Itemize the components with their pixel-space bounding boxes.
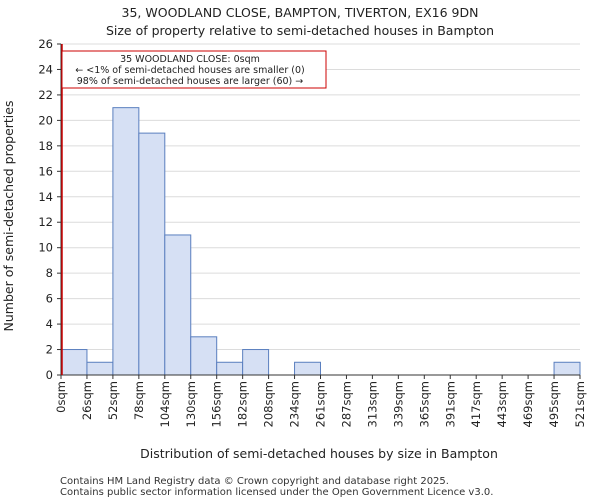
y-tick-label-22: 22 [38, 88, 53, 102]
x-axis-label: Distribution of semi-detached houses by … [140, 446, 498, 461]
y-tick-label-16: 16 [38, 164, 53, 178]
bars [60, 107, 581, 376]
y-tick-label-24: 24 [38, 62, 53, 76]
x-tick-label-339sqm: 339sqm [391, 381, 405, 427]
x-tick-label-52sqm: 52sqm [106, 381, 120, 420]
y-tick-label-20: 20 [38, 113, 53, 127]
x-tick-label-234sqm: 234sqm [288, 381, 302, 427]
x-tick-label-130sqm: 130sqm [184, 381, 198, 427]
bar-0sqm [60, 349, 88, 376]
bar-26sqm [86, 361, 114, 376]
x-tick-label-156sqm: 156sqm [210, 381, 224, 427]
x-tick-label-521sqm: 521sqm [573, 381, 587, 427]
x-tick-labels: 0sqm 26sqm 52sqm 78sqm 104sqm 130sqm 156sqm 182… [54, 375, 587, 427]
y-tick-label-26: 26 [38, 37, 53, 51]
x-tick-label-0sqm: 0sqm [54, 381, 68, 413]
annotation-box: 35 WOODLAND CLOSE: 0sqm ← <1% of semi-de… [61, 50, 327, 89]
x-tick-label-443sqm: 443sqm [495, 381, 509, 427]
x-tick-label-26sqm: 26sqm [80, 381, 94, 420]
bar-130sqm [190, 336, 218, 376]
y-tick-label-4: 4 [46, 317, 53, 331]
x-tick-label-287sqm: 287sqm [339, 381, 353, 427]
bar-104sqm [164, 234, 192, 376]
bar-78sqm [138, 132, 166, 376]
annotation-line-3: 98% of semi-detached houses are larger (… [77, 76, 304, 87]
x-tick-label-208sqm: 208sqm [262, 381, 276, 427]
y-tick-label-12: 12 [38, 215, 53, 229]
y-tick-label-0: 0 [46, 368, 53, 382]
y-tick-label-2: 2 [46, 343, 53, 357]
x-tick-label-261sqm: 261sqm [314, 381, 328, 427]
footer-line-2: Contains public sector information licen… [60, 487, 493, 498]
x-tick-label-417sqm: 417sqm [469, 381, 483, 427]
chart-subtitle: Size of property relative to semi-detach… [106, 23, 494, 38]
annotation-line-1: 35 WOODLAND CLOSE: 0sqm [120, 54, 260, 65]
x-tick-label-313sqm: 313sqm [365, 381, 379, 427]
bar-234sqm [294, 361, 321, 376]
bar-52sqm [112, 107, 140, 376]
bar-182sqm [242, 349, 270, 376]
x-tick-label-104sqm: 104sqm [158, 381, 172, 427]
x-tick-label-182sqm: 182sqm [236, 381, 250, 427]
annotation-line-2: ← <1% of semi-detached houses are smalle… [75, 65, 304, 76]
x-tick-label-495sqm: 495sqm [547, 381, 561, 427]
bar-156sqm [216, 361, 244, 376]
x-tick-label-469sqm: 469sqm [521, 381, 535, 427]
bar-495sqm [553, 361, 581, 376]
y-tick-label-18: 18 [38, 139, 53, 153]
x-tick-label-78sqm: 78sqm [132, 381, 146, 420]
y-tick-label-8: 8 [46, 266, 53, 280]
chart-title: 35, WOODLAND CLOSE, BAMPTON, TIVERTON, E… [122, 5, 479, 20]
x-tick-label-365sqm: 365sqm [417, 381, 431, 427]
y-tick-label-6: 6 [46, 292, 53, 306]
y-axis-label: Number of semi-detached properties [1, 101, 16, 332]
annotation-border [61, 50, 327, 89]
x-tick-label-391sqm: 391sqm [443, 381, 457, 427]
footer-line-1: Contains HM Land Registry data © Crown c… [60, 476, 449, 487]
y-tick-label-10: 10 [38, 241, 53, 255]
y-tick-label-14: 14 [38, 190, 53, 204]
